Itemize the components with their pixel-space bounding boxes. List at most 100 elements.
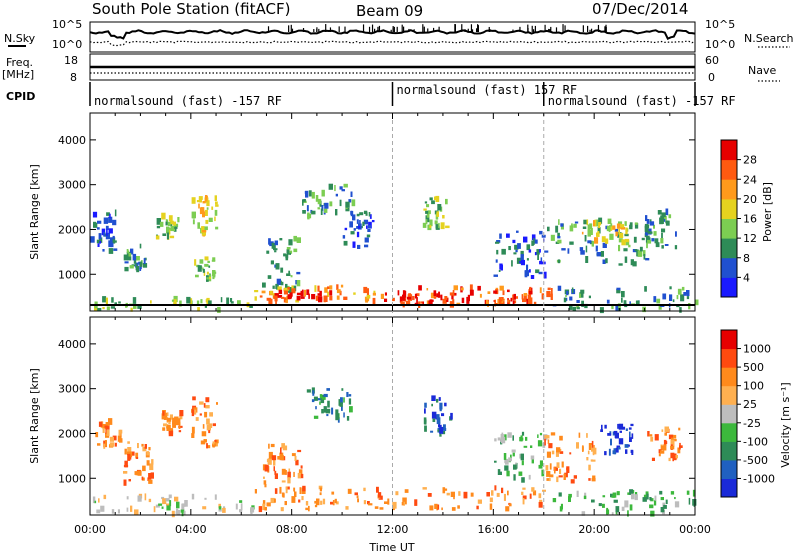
- heatmap-cell: [628, 244, 631, 248]
- heatmap-cell: [108, 216, 113, 223]
- heatmap-cell: [450, 491, 455, 497]
- heatmap-cell: [605, 225, 608, 230]
- heatmap-cell: [191, 197, 196, 204]
- heatmap-cell: [589, 223, 593, 229]
- heatmap-cell: [201, 230, 206, 236]
- heatmap-cell: [558, 475, 563, 478]
- heatmap-cell: [495, 241, 500, 244]
- heatmap-cell: [431, 200, 435, 205]
- heatmap-cell: [295, 299, 300, 303]
- heatmap-cell: [288, 239, 293, 246]
- heatmap-cell: [279, 238, 283, 241]
- heatmap-cell: [321, 189, 325, 197]
- heatmap-cell: [166, 424, 171, 431]
- heatmap-cell: [274, 488, 278, 494]
- heatmap-cell: [661, 445, 665, 451]
- heatmap-cell: [285, 299, 288, 304]
- heatmap-cell: [192, 219, 195, 225]
- heatmap-cell: [317, 285, 320, 292]
- heatmap-cell: [98, 237, 103, 243]
- heatmap-cell: [220, 297, 223, 303]
- heatmap-cell: [519, 436, 522, 442]
- heatmap-cell: [203, 226, 208, 231]
- heatmap-cell: [274, 473, 278, 479]
- heatmap-cell: [264, 464, 269, 472]
- heatmap-cell: [283, 253, 286, 257]
- heatmap-cell: [438, 222, 440, 228]
- heatmap-cell: [645, 258, 650, 261]
- heatmap-cell: [180, 509, 185, 513]
- heatmap-cell: [161, 212, 166, 220]
- heatmap-cell: [604, 424, 607, 429]
- heatmap-cell: [319, 290, 322, 297]
- heatmap-cell: [524, 270, 529, 277]
- heatmap-cell: [587, 240, 592, 244]
- heatmap-cell: [422, 222, 427, 228]
- heatmap-cell: [416, 297, 418, 304]
- heatmap-cell: [551, 288, 553, 294]
- heatmap-cell: [357, 498, 359, 503]
- heatmap-cell: [499, 233, 502, 239]
- heatmap-cell: [170, 225, 175, 232]
- heatmap-cell: [273, 466, 275, 472]
- heatmap-cell: [336, 284, 339, 290]
- ytick-label: 3000: [58, 179, 86, 192]
- heatmap-cell: [136, 457, 139, 459]
- heatmap-cell: [199, 259, 204, 264]
- heatmap-cell: [158, 503, 163, 506]
- heatmap-cell: [324, 287, 328, 293]
- heatmap-cell: [127, 451, 132, 456]
- heatmap-cell: [168, 494, 172, 499]
- heatmap-cell: [294, 491, 297, 497]
- heatmap-cell: [204, 497, 207, 500]
- heatmap-cell: [533, 239, 538, 244]
- heatmap-cell: [202, 211, 205, 218]
- heatmap-cell: [440, 222, 445, 230]
- heatmap-cell: [591, 499, 595, 503]
- heatmap-cell: [590, 228, 593, 235]
- heatmap-cell: [184, 500, 188, 507]
- heatmap-cell: [335, 209, 338, 216]
- heatmap-cell: [305, 190, 309, 198]
- heatmap-cell: [457, 505, 460, 509]
- heatmap-cell: [521, 294, 524, 300]
- heatmap-cell: [97, 243, 100, 247]
- heatmap-cell: [460, 287, 464, 291]
- heatmap-cell: [544, 438, 546, 446]
- heatmap-cell: [194, 259, 197, 266]
- heatmap-cell: [650, 510, 655, 517]
- colorbar-swatch: [721, 218, 737, 239]
- heatmap-cell: [141, 476, 144, 480]
- heatmap-cell: [200, 440, 206, 445]
- heatmap-cell: [162, 411, 165, 416]
- heatmap-cell: [598, 224, 601, 229]
- heatmap-cell: [570, 479, 575, 484]
- heatmap-cell: [505, 460, 509, 465]
- heatmap-cell: [664, 441, 668, 444]
- colorbar-swatch: [721, 422, 737, 442]
- heatmap-cell: [352, 241, 356, 248]
- heatmap-cell: [629, 504, 633, 511]
- heatmap-cell: [367, 228, 371, 232]
- heatmap-cell: [126, 496, 129, 500]
- heatmap-cell: [279, 455, 284, 461]
- power-yaxis-ticks: 1000 2000 3000 4000: [58, 134, 695, 281]
- heatmap-cell: [334, 498, 337, 503]
- heatmap-cell: [148, 498, 152, 503]
- heatmap-cell: [530, 445, 533, 448]
- heatmap-cell: [637, 250, 643, 257]
- heatmap-cell: [647, 239, 652, 244]
- heatmap-cell: [615, 231, 618, 237]
- heatmap-cell: [660, 238, 664, 244]
- heatmap-cell: [496, 492, 500, 497]
- heatmap-cell: [307, 213, 312, 219]
- heatmap-cell: [542, 489, 546, 492]
- heatmap-cell: [263, 476, 265, 479]
- colorbar-swatch: [721, 385, 737, 405]
- heatmap-cell: [315, 406, 317, 410]
- heatmap-cell: [202, 201, 206, 204]
- heatmap-cell: [272, 285, 275, 289]
- heatmap-cell: [207, 260, 210, 263]
- heatmap-cell: [341, 189, 345, 192]
- heatmap-cell: [208, 300, 212, 306]
